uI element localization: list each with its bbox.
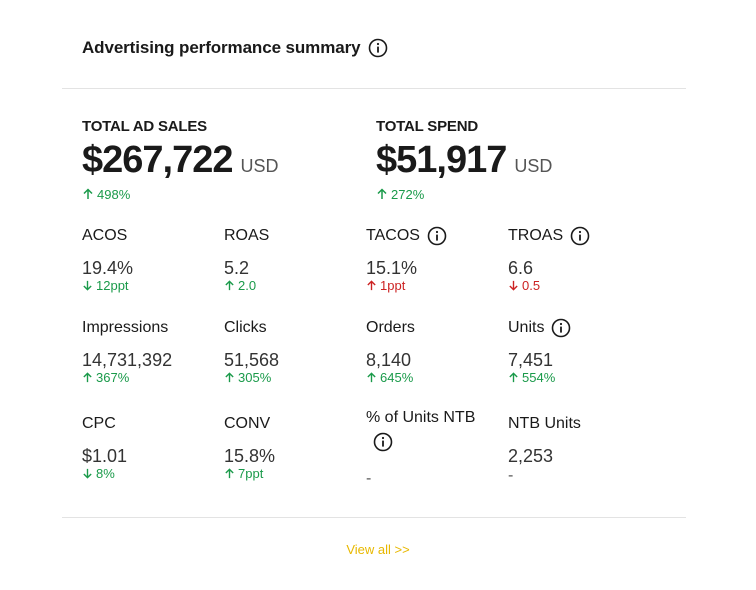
arrow-up-icon	[508, 372, 519, 383]
total-spend-block: TOTAL SPEND $51,917 USD 272%	[376, 118, 552, 202]
metric-value: 19.4%	[82, 258, 134, 278]
arrow-up-icon	[376, 188, 388, 200]
total-ad-sales-unit: USD	[240, 156, 279, 176]
metric-delta: 2.0	[224, 278, 364, 293]
total-ad-sales-delta: 498%	[82, 187, 279, 202]
delta-text: 1ppt	[380, 278, 406, 293]
metric-troas: TROAS 6.6 0.5	[508, 226, 648, 293]
metric-value: 51,568	[224, 350, 280, 370]
metric-value: 15.1%	[366, 258, 418, 278]
metric-label: ACOS	[82, 227, 128, 244]
metric-delta: 305%	[224, 370, 364, 385]
metric-value: $1.01	[82, 446, 128, 466]
metric-delta: 367%	[82, 370, 222, 385]
metric-label: Orders	[366, 319, 415, 336]
delta-text: 8%	[96, 466, 115, 481]
info-icon[interactable]	[551, 318, 571, 338]
view-all-link[interactable]: View all >>	[346, 542, 410, 557]
metric-delta: 1ppt	[366, 278, 506, 293]
metric-delta: 8%	[82, 466, 222, 481]
arrow-up-icon	[366, 280, 377, 291]
summary-header: Advertising performance summary	[82, 38, 388, 58]
metric-value: -	[366, 470, 372, 487]
total-spend-value: $51,917	[376, 139, 507, 181]
metric-label: % of Units NTB	[366, 409, 476, 426]
metric-tacos: TACOS 15.1% 1ppt	[366, 226, 506, 293]
info-icon[interactable]	[570, 226, 590, 246]
metric-delta: 7ppt	[224, 466, 364, 481]
delta-text: 272%	[391, 186, 425, 202]
metric-impressions: Impressions 14,731,392 367%	[82, 318, 222, 385]
metric-delta: 12ppt	[82, 278, 222, 293]
delta-text: 2.0	[238, 278, 257, 293]
metric-label: CPC	[82, 415, 116, 432]
delta-text: 305%	[238, 370, 272, 385]
arrow-up-icon	[224, 372, 235, 383]
total-spend-label: TOTAL SPEND	[376, 118, 478, 135]
delta-text: 367%	[96, 370, 130, 385]
arrow-down-icon	[82, 280, 93, 291]
info-icon[interactable]	[368, 38, 388, 58]
metric-value: 15.8%	[224, 446, 276, 466]
total-spend-unit: USD	[514, 156, 553, 176]
page-title: Advertising performance summary	[82, 38, 361, 57]
arrow-up-icon	[82, 372, 93, 383]
metric-orders: Orders 8,140 645%	[366, 318, 506, 385]
info-icon[interactable]	[427, 226, 447, 246]
total-ad-sales-value: $267,722	[82, 139, 233, 181]
metric-value: 6.6	[508, 258, 534, 278]
delta-text: 7ppt	[238, 466, 264, 481]
arrow-down-icon	[508, 280, 519, 291]
delta-text: 498%	[97, 186, 131, 202]
arrow-down-icon	[82, 468, 93, 479]
total-ad-sales-block: TOTAL AD SALES $267,722 USD 498%	[82, 118, 279, 202]
top-divider	[62, 88, 686, 89]
metric-value: 8,140	[366, 350, 412, 370]
metric-value: 5.2	[224, 258, 250, 278]
metric-label: CONV	[224, 415, 271, 432]
metric-delta: 554%	[508, 370, 648, 385]
delta-text: 645%	[380, 370, 414, 385]
metric-value: 7,451	[508, 350, 554, 370]
delta-text: 554%	[522, 370, 556, 385]
metric-label: ROAS	[224, 227, 270, 244]
bottom-divider	[62, 517, 686, 518]
total-spend-delta: 272%	[376, 187, 552, 202]
metric-label: Impressions	[82, 319, 169, 336]
arrow-up-icon	[82, 188, 94, 200]
metric-delta: -	[508, 467, 514, 484]
metric-roas: ROAS 5.2 2.0	[224, 226, 364, 293]
metric-label: TROAS	[508, 227, 564, 244]
metric-conv: CONV 15.8% 7ppt	[224, 414, 364, 481]
metric-delta: 645%	[366, 370, 506, 385]
metric-clicks: Clicks 51,568 305%	[224, 318, 364, 385]
arrow-up-icon	[366, 372, 377, 383]
metric-delta: 0.5	[508, 278, 648, 293]
metric-ntb-units: NTB Units 2,253 -	[508, 414, 648, 484]
metric-cpc: CPC $1.01 8%	[82, 414, 222, 481]
metric-value: 2,253	[508, 446, 554, 466]
metric-pct-units-ntb: % of Units NTB -	[366, 408, 496, 487]
info-icon[interactable]	[373, 432, 393, 452]
delta-text: 12ppt	[96, 278, 129, 293]
total-ad-sales-label: TOTAL AD SALES	[82, 118, 207, 135]
metric-label: Clicks	[224, 319, 267, 336]
metric-label: TACOS	[366, 227, 420, 244]
metric-value: 14,731,392	[82, 350, 173, 370]
metric-label: Units	[508, 319, 545, 336]
metric-label: NTB Units	[508, 415, 581, 432]
delta-text: 0.5	[522, 278, 541, 293]
metric-units: Units 7,451 554%	[508, 318, 648, 385]
arrow-up-icon	[224, 468, 235, 479]
arrow-up-icon	[224, 280, 235, 291]
metric-acos: ACOS 19.4% 12ppt	[82, 226, 222, 293]
